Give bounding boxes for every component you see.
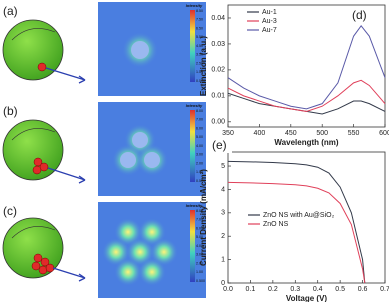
colorbar (190, 210, 195, 282)
colorbar-tick-label: 8.00 (196, 109, 203, 113)
colorbar-tick-label: 6.50 (196, 26, 203, 30)
legend-label: ZnO NS (263, 221, 289, 228)
colorbar (190, 110, 195, 182)
colorbar-tick-label: 6.00 (196, 226, 203, 230)
colorbar-tick-label: 8.50 (196, 9, 203, 13)
y-tick-label: 1 (221, 256, 225, 263)
x-tick-label: 0.0 (223, 286, 233, 293)
panel-label: (d) (352, 8, 367, 22)
panel-label-bg (350, 8, 372, 23)
x-tick-label: 550 (348, 130, 360, 137)
x-tick-label: 0.2 (268, 286, 278, 293)
colorbar-tick-label: 7.50 (196, 18, 203, 22)
colorbar-tick-label: 3.50 (196, 53, 203, 57)
colorbar-tick-label: 2.00 (196, 161, 203, 165)
schematics (2, 2, 206, 298)
colorbar-tick-label: 6.00 (196, 126, 203, 130)
colorbar-tick-label: 2.50 (196, 61, 203, 65)
colorbar-title: Intensity (186, 103, 203, 108)
series-line (227, 181, 366, 284)
colorbar-tick-label: 7.00 (196, 218, 203, 222)
colorbar-title: Intensity (186, 3, 203, 8)
x-axis-label: Voltage (V) (286, 294, 328, 302)
x-axis-label: Wavelength (nm) (274, 138, 338, 147)
x-tick-label: 0.4 (313, 286, 323, 293)
colorbar-tick-label: 5.00 (196, 135, 203, 139)
x-tick-label: 0.3 (290, 286, 300, 293)
panel-label: (b) (3, 104, 18, 118)
colorbar-tick-label: 2.00 (196, 261, 203, 265)
colorbar-tick-label: 7.00 (196, 118, 203, 122)
series-line (227, 92, 386, 115)
y-tick-label: 5 (221, 163, 225, 170)
colorbar-tick-label: 1.00 (196, 170, 203, 174)
series-line (227, 160, 366, 284)
x-tick-label: 0.6 (358, 286, 368, 293)
y-tick-label: 0.00 (211, 119, 225, 126)
colorbar-tick-label: 4.50 (196, 44, 203, 48)
colorbar-tick-label: 8.00 (196, 209, 203, 213)
colorbar-tick-label: 5.50 (196, 35, 203, 39)
sphere-b (2, 119, 86, 184)
x-tick-label: 500 (316, 130, 328, 137)
colorbar-tick-label: 3.00 (196, 153, 203, 157)
y-axis-label: Current Density (mA/cm²) (199, 169, 208, 266)
plot-area (227, 151, 386, 284)
plot-area (227, 4, 386, 128)
panel-label-bg (210, 138, 232, 153)
sphere-a (2, 19, 86, 84)
colorbar-tick-label: 0.500 (196, 179, 205, 183)
colorbar-tick-label: 4.00 (196, 144, 203, 148)
colorbar-tick-label: 3.00 (196, 253, 203, 257)
field-map-c (98, 202, 206, 298)
colorbar-tick-label: 1.50 (196, 70, 203, 74)
y-tick-label: 2 (221, 233, 225, 240)
y-tick-label: 0 (221, 280, 225, 287)
y-tick-label: 4 (221, 186, 225, 193)
series-line (227, 79, 386, 112)
legend-label: Au-7 (262, 27, 277, 34)
panel-label: (c) (3, 204, 17, 218)
x-tick-label: 0.7 (380, 286, 389, 293)
x-tick-label: 0.5 (335, 286, 345, 293)
x-tick-label: 450 (285, 130, 297, 137)
colorbar (190, 10, 195, 82)
colorbar-tick-label: 1.00 (196, 270, 203, 274)
colorbar-tick-label: 5.00 (196, 235, 203, 239)
y-axis-label: Extinction (a.u.) (199, 36, 208, 96)
colorbar-title: Intensity (186, 203, 203, 208)
field-map-a (98, 2, 206, 96)
colorbar-tick-label: 0.500 (196, 79, 205, 83)
x-tick-label: 400 (254, 130, 266, 137)
x-tick-label: 600 (379, 130, 389, 137)
legend-label: Au-3 (262, 18, 277, 25)
y-tick-label: 3 (221, 210, 225, 217)
y-tick-label: 0.04 (211, 15, 225, 22)
y-tick-label: 0.02 (211, 67, 225, 74)
field-map-b (98, 102, 206, 196)
panel-label: (e) (212, 138, 227, 152)
y-tick-label: 0.01 (211, 93, 225, 100)
legend-label: Au-1 (262, 9, 277, 16)
series-line (227, 24, 386, 110)
sphere-c (2, 217, 86, 282)
colorbar-tick-label: 4.00 (196, 244, 203, 248)
colorbar-tick-label: 0.500 (196, 279, 205, 283)
x-tick-label: 350 (222, 130, 234, 137)
panel-label: (a) (3, 4, 18, 18)
legend-label: ZnO NS with Au@SiO₂ (263, 212, 335, 219)
y-tick-label: 0.03 (211, 41, 225, 48)
x-tick-label: 0.1 (246, 286, 256, 293)
